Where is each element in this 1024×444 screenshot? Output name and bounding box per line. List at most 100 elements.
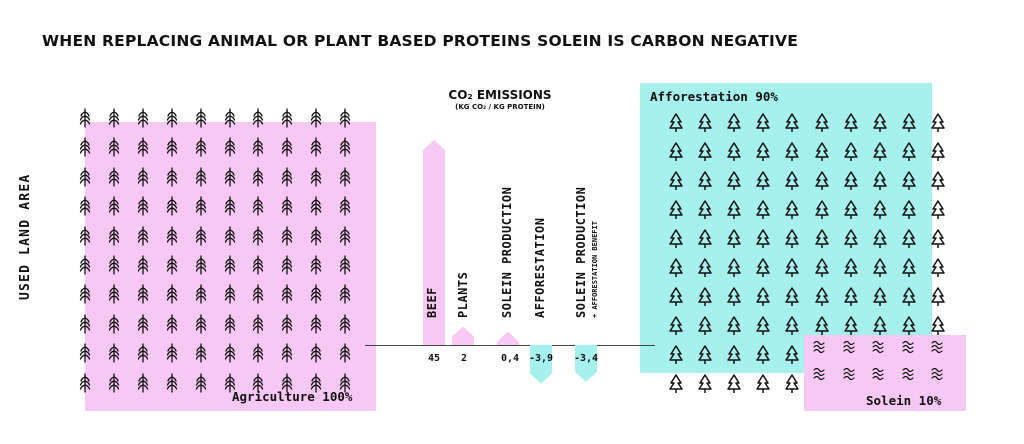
- wheat-icon: [195, 343, 206, 363]
- wheat-icon: [108, 225, 120, 246]
- wheat-icon: [137, 167, 148, 187]
- wheat-icon: [79, 255, 91, 275]
- tree-icon: [756, 200, 771, 219]
- tree-icon: [814, 287, 829, 306]
- wheat-icon: [311, 255, 322, 275]
- tree-icon: [785, 200, 800, 219]
- wheat-icon: [166, 372, 177, 393]
- tree-icon: [872, 200, 887, 219]
- wheat-icon: [108, 284, 120, 305]
- afforestation-label: Afforestation 90%: [650, 89, 778, 104]
- category-label-solein-production: SOLEIN PRODUCTION: [500, 186, 514, 318]
- tree-icon: [785, 374, 800, 393]
- microbe-icon: [813, 340, 825, 354]
- wheat-icon: [195, 225, 206, 246]
- tree-icon: [698, 374, 712, 393]
- wheat-icon: [137, 343, 148, 363]
- wheat-icon: [282, 137, 293, 158]
- wheat-icon: [195, 255, 206, 275]
- wheat-icon: [253, 372, 264, 393]
- tree-icon: [727, 316, 741, 335]
- tree-icon: [785, 345, 800, 364]
- wheat-icon: [339, 255, 351, 275]
- microbe-icon: [931, 367, 943, 381]
- tree-icon: [843, 200, 858, 219]
- wheat-icon: [195, 372, 206, 393]
- tree-icon: [756, 374, 771, 393]
- tree-icon: [727, 374, 741, 393]
- wheat-icon: [79, 225, 91, 246]
- tree-icon: [785, 287, 800, 306]
- emission-bar-0: [423, 140, 445, 345]
- wheat-icon: [166, 167, 177, 187]
- category-label-beef: BEEF: [425, 287, 439, 318]
- wheat-icon: [79, 343, 91, 363]
- tree-icon: [872, 316, 887, 335]
- tree-icon: [902, 316, 916, 335]
- tree-icon: [931, 200, 945, 219]
- tree-icon: [785, 258, 800, 277]
- wheat-icon: [166, 108, 177, 128]
- value-label-plants: 2: [460, 353, 468, 364]
- tree-icon: [727, 229, 741, 248]
- emissions-title: CO₂ EMISSIONS: [448, 88, 552, 102]
- wheat-icon: [224, 314, 235, 334]
- tree-icon: [931, 171, 945, 190]
- wheat-icon: [253, 196, 264, 216]
- tree-icon: [785, 316, 800, 335]
- value-label-afforestation: -3,9: [528, 353, 554, 364]
- category-label-solein-afforestation: SOLEIN PRODUCTION: [574, 186, 588, 318]
- microbe-icon: [842, 340, 855, 354]
- wheat-icon: [108, 196, 120, 216]
- wheat-icon: [224, 372, 235, 393]
- wheat-icon: [137, 108, 148, 128]
- tree-icon: [727, 142, 741, 161]
- tree-icon: [843, 171, 858, 190]
- tree-icon: [669, 200, 683, 219]
- tree-icon: [756, 142, 771, 161]
- tree-icon: [902, 142, 916, 161]
- wheat-icon: [108, 372, 120, 393]
- category-label-afforestation: AFFORESTATION: [533, 217, 547, 318]
- tree-icon: [698, 142, 712, 161]
- microbe-icon: [842, 367, 855, 381]
- wheat-icon: [108, 137, 120, 158]
- wheat-icon: [137, 137, 148, 158]
- wheat-icon: [253, 167, 264, 187]
- tree-icon: [931, 258, 945, 277]
- wheat-icon: [108, 343, 120, 363]
- tree-icon: [931, 316, 945, 335]
- wheat-icon: [224, 255, 235, 275]
- wheat-icon: [339, 108, 351, 128]
- tree-icon: [727, 345, 741, 364]
- agriculture-label: Agriculture 100%: [232, 389, 353, 404]
- emission-bar-2: [497, 331, 519, 345]
- tree-icon: [872, 113, 887, 132]
- emission-bar-3: [530, 345, 552, 384]
- wheat-icon: [253, 137, 264, 158]
- tree-icon: [814, 229, 829, 248]
- wheat-icon: [311, 196, 322, 216]
- wheat-icon: [311, 284, 322, 305]
- wheat-icon: [282, 196, 293, 216]
- wheat-icon: [108, 255, 120, 275]
- wheat-icon: [311, 225, 322, 246]
- tree-icon: [756, 345, 771, 364]
- tree-icon: [931, 113, 945, 132]
- wheat-icon: [282, 255, 293, 275]
- tree-icon: [785, 113, 800, 132]
- solein-label: Solein 10%: [866, 393, 942, 408]
- tree-icon: [902, 229, 916, 248]
- category-label-plants: PLANTS: [456, 271, 470, 318]
- tree-icon: [843, 316, 858, 335]
- wheat-icon: [79, 314, 91, 334]
- wheat-icon: [137, 225, 148, 246]
- wheat-icon: [253, 225, 264, 246]
- wheat-icon: [253, 314, 264, 334]
- tree-icon: [872, 142, 887, 161]
- tree-icon: [843, 113, 858, 132]
- agriculture-area: [85, 122, 376, 411]
- tree-icon: [814, 316, 829, 335]
- wheat-icon: [282, 108, 293, 128]
